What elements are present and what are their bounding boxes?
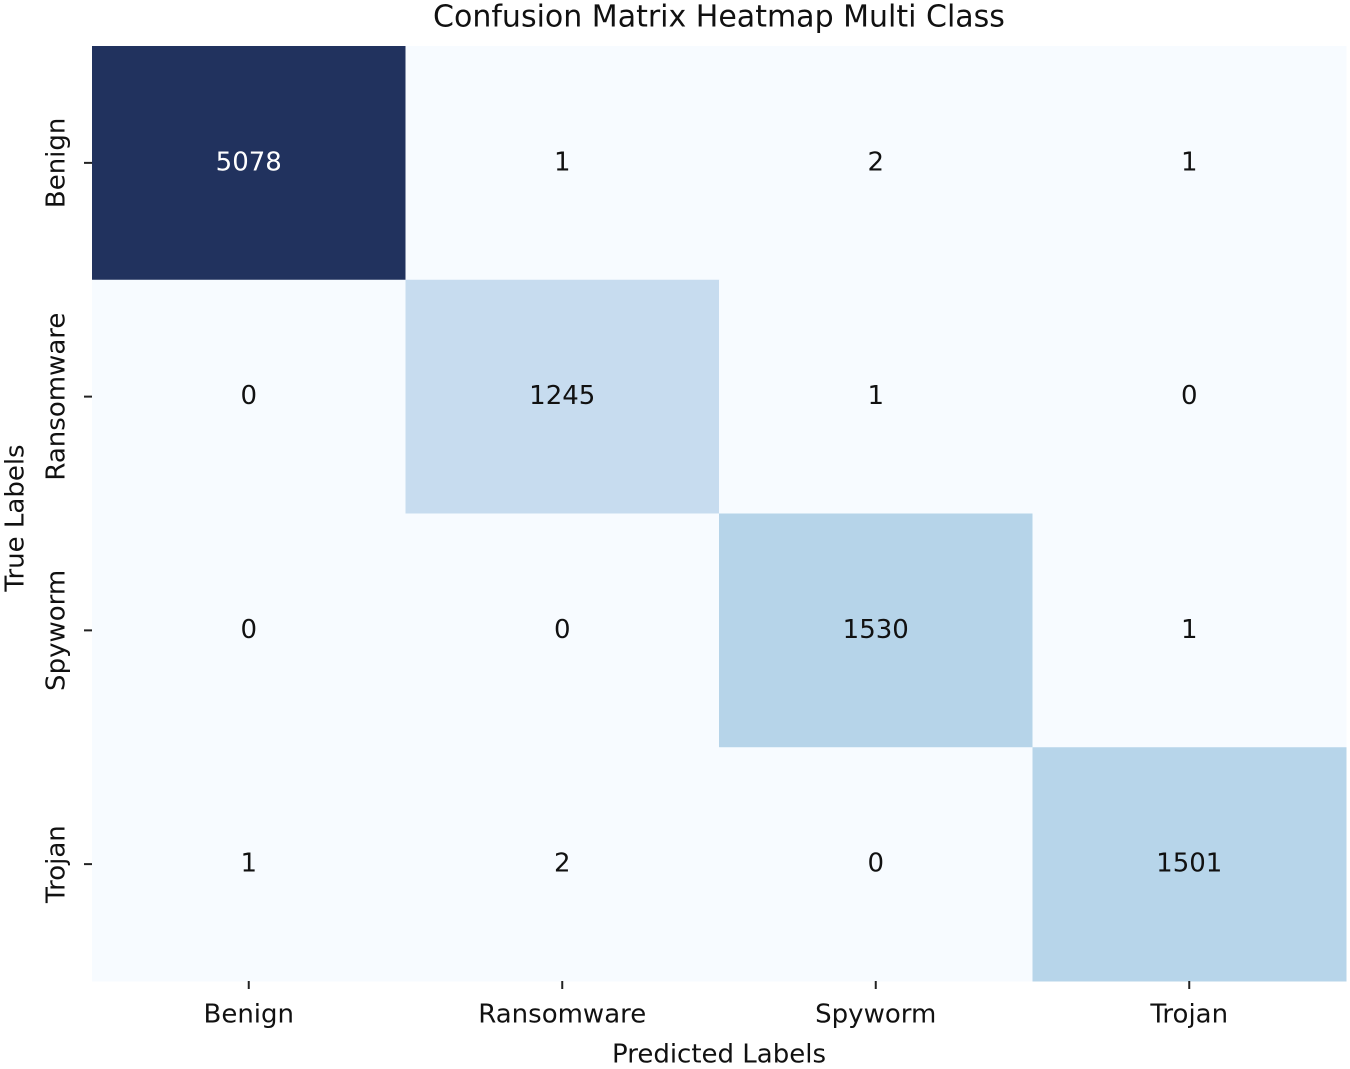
heatmap-cell xyxy=(405,513,720,748)
cell-label: 1 xyxy=(867,381,884,411)
cell-label: 0 xyxy=(867,849,884,879)
heatmap-cell xyxy=(1032,513,1347,748)
heatmap-cell xyxy=(1032,46,1347,281)
cell-label: 5078 xyxy=(216,147,282,177)
heatmap-cell xyxy=(405,747,720,982)
y-tick-label: Trojan xyxy=(42,825,72,904)
cell-label: 0 xyxy=(554,615,571,645)
x-axis-label: Predicted Labels xyxy=(612,1040,826,1069)
chart-title: Confusion Matrix Heatmap Multi Class xyxy=(433,0,1005,35)
cell-label: 1501 xyxy=(1156,849,1222,879)
heatmap-cell xyxy=(405,46,720,281)
cell-label: 1 xyxy=(240,849,257,879)
cell-label: 1245 xyxy=(529,381,595,411)
x-tick-label: Trojan xyxy=(1149,1000,1228,1030)
cell-label: 2 xyxy=(867,147,884,177)
cell-label: 1 xyxy=(554,147,571,177)
heatmap-cell xyxy=(405,279,720,514)
heatmap-cell xyxy=(1032,747,1347,982)
cell-label: 2 xyxy=(554,849,571,879)
heatmap-cell xyxy=(1032,279,1347,514)
heatmap-cell xyxy=(92,747,406,982)
heatmap-cell xyxy=(719,747,1033,982)
cell-label: 0 xyxy=(240,615,257,645)
cell-label: 1 xyxy=(1181,615,1198,645)
heatmap-cell xyxy=(92,46,406,281)
y-axis-label: True Labels xyxy=(1,444,31,592)
cell-label: 1530 xyxy=(843,615,909,645)
x-tick-label: Ransomware xyxy=(478,1000,646,1030)
heatmap-cell xyxy=(719,46,1033,281)
heatmap-cell xyxy=(719,513,1033,748)
x-tick-label: Spyworm xyxy=(815,1000,936,1030)
cell-label: 1 xyxy=(1181,147,1198,177)
cell-label: 0 xyxy=(1181,381,1198,411)
y-tick-label: Spyworm xyxy=(42,570,72,691)
cell-label: 0 xyxy=(240,381,257,411)
x-tick-label: Benign xyxy=(203,1000,294,1030)
heatmap-cell xyxy=(92,279,406,514)
y-tick-label: Benign xyxy=(42,118,72,209)
heatmap-cell xyxy=(92,513,406,748)
y-tick-label: Ransomware xyxy=(42,313,72,481)
heatmap-cell xyxy=(719,279,1033,514)
